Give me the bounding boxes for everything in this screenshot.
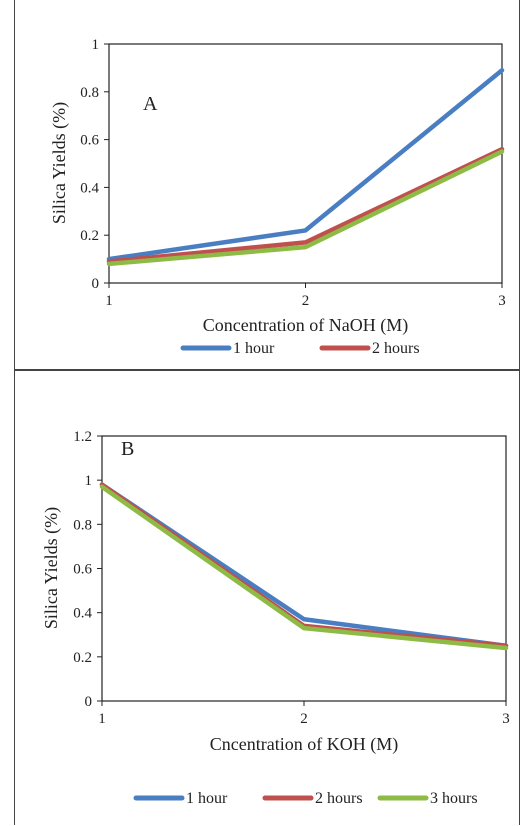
legend-label-2: 2 hours xyxy=(372,340,420,357)
legend-label-1: 1 hour xyxy=(233,340,275,357)
y-tick-label: 1 xyxy=(92,37,100,53)
y-tick-label: 0.4 xyxy=(73,606,92,622)
legend-label-3: 3 hours xyxy=(430,790,478,807)
y-tick-label: 0.8 xyxy=(80,85,99,101)
x-tick-label: 3 xyxy=(502,711,510,727)
y-tick-label: 0.6 xyxy=(73,562,92,578)
series-line-1 xyxy=(102,485,506,646)
plot-area xyxy=(102,436,506,701)
series-line-2 xyxy=(109,149,502,261)
y-axis-title: Silica Yields (%) xyxy=(41,507,62,629)
series-line-1 xyxy=(109,70,502,259)
y-tick-label: 1 xyxy=(85,473,93,489)
y-tick-label: 0 xyxy=(85,694,93,710)
x-tick-label: 2 xyxy=(302,293,310,309)
chart-a-svg: 0 0.2 0.4 0.6 0.8 1 1 2 3 Concentration of NaOH (… xyxy=(15,0,521,370)
panel-label: B xyxy=(121,438,134,460)
y-tick-label: 0.2 xyxy=(73,650,92,666)
x-axis-title: Concentration of NaOH (M) xyxy=(203,315,408,336)
x-tick-label: 1 xyxy=(98,711,106,727)
y-tick-label: 0 xyxy=(92,276,100,292)
series-line-3 xyxy=(109,152,502,264)
y-tick-label: 0.2 xyxy=(80,228,99,244)
legend-label-2: 2 hours xyxy=(315,790,363,807)
x-tick-label: 2 xyxy=(300,711,308,727)
panel-label: A xyxy=(143,93,158,115)
chart-b-svg: 0 0.2 0.4 0.6 0.8 1 1.2 1 2 3 Cncentration of KOH … xyxy=(15,371,521,826)
y-tick-label: 0.6 xyxy=(80,133,99,149)
x-tick-label: 3 xyxy=(498,293,506,309)
legend-label-1: 1 hour xyxy=(186,790,228,807)
y-axis-title: Silica Yields (%) xyxy=(49,102,70,224)
x-axis-title: Cncentration of KOH (M) xyxy=(210,734,398,755)
y-tick-label: 0.4 xyxy=(80,180,99,196)
chart-panel-a: 0 0.2 0.4 0.6 0.8 1 1 2 3 Concentration of NaOH (… xyxy=(14,0,520,370)
chart-panel-b: 0 0.2 0.4 0.6 0.8 1 1.2 1 2 3 Cncentration of KOH … xyxy=(14,370,520,825)
y-tick-label: 1.2 xyxy=(73,429,92,445)
y-tick-label: 0.8 xyxy=(73,517,92,533)
series-line-2 xyxy=(102,485,506,646)
x-tick-label: 1 xyxy=(105,293,113,309)
